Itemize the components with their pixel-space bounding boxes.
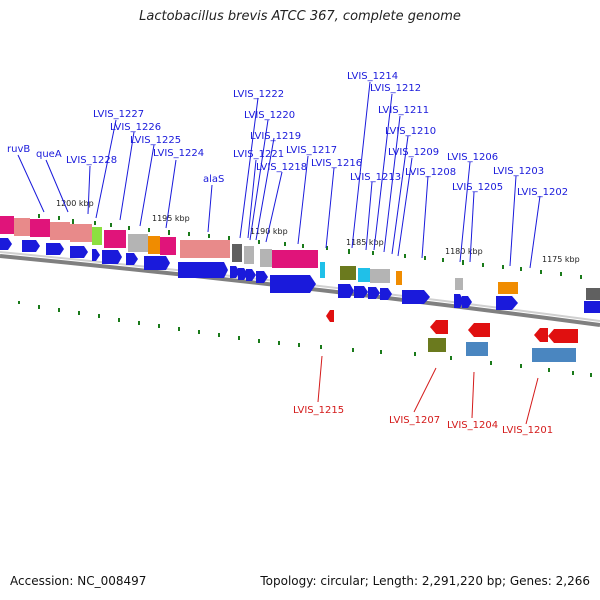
gene-label-lvis-1208: LVIS_1208 [405, 167, 456, 178]
gene-label-lvis-1215: LVIS_1215 [293, 405, 344, 416]
forward-genes [0, 238, 600, 313]
gene-label-lvis-1213: LVIS_1213 [350, 172, 401, 183]
gene-label-lvis-1214: LVIS_1214 [347, 71, 398, 82]
kbp-label: 1200 kbp [56, 199, 94, 208]
gene-label-alaS: alaS [203, 174, 224, 185]
gene-label-ruvB: ruvB [7, 144, 30, 155]
gene-label-lvis-1217: LVIS_1217 [286, 145, 337, 156]
kbp-label: 1175 kbp [542, 255, 580, 264]
kbp-label: 1195 kbp [152, 214, 190, 223]
gene-label-lvis-1201: LVIS_1201 [502, 425, 553, 436]
gene-label-lvis-1203: LVIS_1203 [493, 166, 544, 177]
gene-label-lvis-1205: LVIS_1205 [452, 182, 503, 193]
forward-labels: ruvB queA LVIS_1228 LVIS_1227 LVIS_1226 … [7, 71, 568, 198]
gene-label-lvis-1211: LVIS_1211 [378, 105, 429, 116]
gene-label-lvis-1219: LVIS_1219 [250, 131, 301, 142]
cog-bars-upper [0, 216, 600, 300]
gene-label-lvis-1210: LVIS_1210 [385, 126, 436, 137]
gene-label-lvis-1207: LVIS_1207 [389, 415, 440, 426]
map-title: Lactobacillus brevis ATCC 367, complete … [139, 9, 461, 24]
gene-label-lvis-1226: LVIS_1226 [110, 122, 161, 133]
gene-label-lvis-1228: LVIS_1228 [66, 155, 117, 166]
kbp-label: 1180 kbp [445, 247, 483, 256]
gene-label-lvis-1227: LVIS_1227 [93, 109, 144, 120]
gene-label-lvis-1209: LVIS_1209 [388, 147, 439, 158]
cog-bars-lower [428, 338, 576, 362]
reverse-genes [326, 310, 578, 343]
kbp-label: 1185 kbp [346, 238, 384, 247]
gene-label-lvis-1221: LVIS_1221 [233, 149, 284, 160]
gene-label-lvis-1218: LVIS_1218 [256, 162, 307, 173]
forward-leaders [17, 81, 541, 269]
genome-summary-text: Topology: circular; Length: 2,291,220 bp… [260, 574, 590, 588]
gene-label-queA: queA [36, 149, 62, 160]
reverse-leaders [317, 355, 539, 425]
upper-ticks [38, 214, 582, 279]
gene-label-lvis-1220: LVIS_1220 [244, 110, 295, 121]
accession-text: Accession: NC_008497 [10, 574, 147, 588]
gene-label-lvis-1212: LVIS_1212 [370, 83, 421, 94]
gene-label-lvis-1224: LVIS_1224 [153, 148, 204, 159]
gene-label-lvis-1202: LVIS_1202 [517, 187, 568, 198]
gene-label-lvis-1225: LVIS_1225 [130, 135, 181, 146]
reverse-labels: LVIS_1215 LVIS_1207 LVIS_1204 LVIS_1201 [293, 405, 553, 436]
gene-label-lvis-1206: LVIS_1206 [447, 152, 498, 163]
gene-label-lvis-1216: LVIS_1216 [311, 158, 362, 169]
gene-label-lvis-1222: LVIS_1222 [233, 89, 284, 100]
lower-ticks [18, 301, 592, 377]
gene-label-lvis-1204: LVIS_1204 [447, 420, 498, 431]
